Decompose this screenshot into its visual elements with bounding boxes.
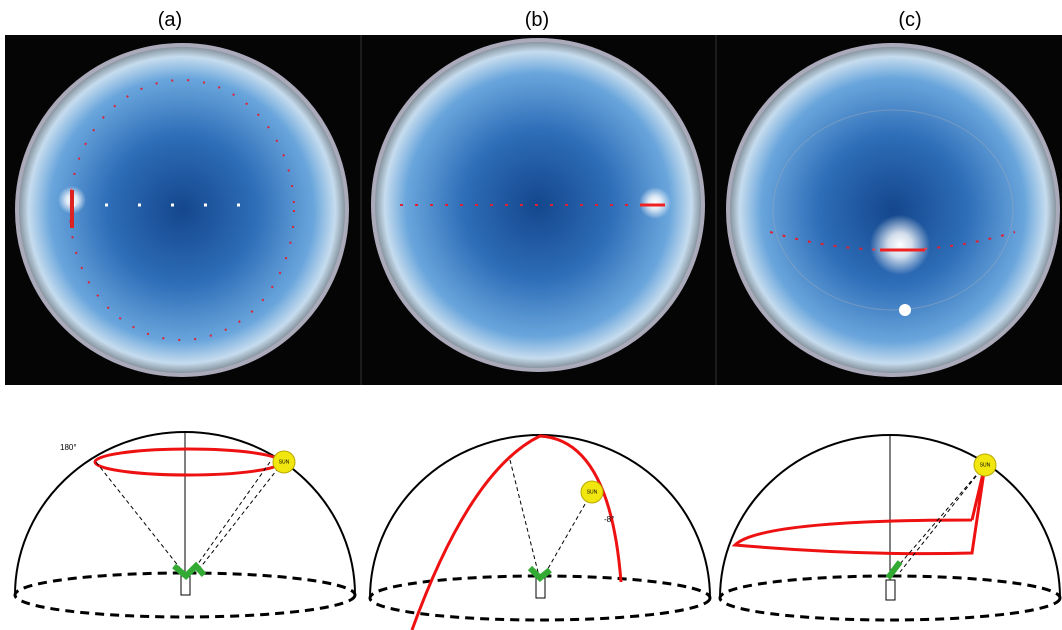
fisheye-photo [17,45,347,375]
page: (a) (b) (c) SUN 180° [0,0,1062,630]
angle-label: 180° [60,443,77,452]
panel-label: (c) [898,9,921,31]
dome-diagram [370,435,710,630]
panel-label: (a) [158,9,182,31]
dome-diagram [15,432,355,617]
fisheye-photo [373,40,703,370]
dome-diagram [720,435,1060,620]
angle-label: -8° [604,515,614,524]
figure: (a) (b) (c) SUN 180° [0,0,1062,630]
sun-label: SUN [587,489,598,495]
sun-label: SUN [980,462,991,468]
fisheye-photo [728,45,1058,375]
panel-label: (b) [525,9,549,31]
sun-label: SUN [279,459,290,465]
